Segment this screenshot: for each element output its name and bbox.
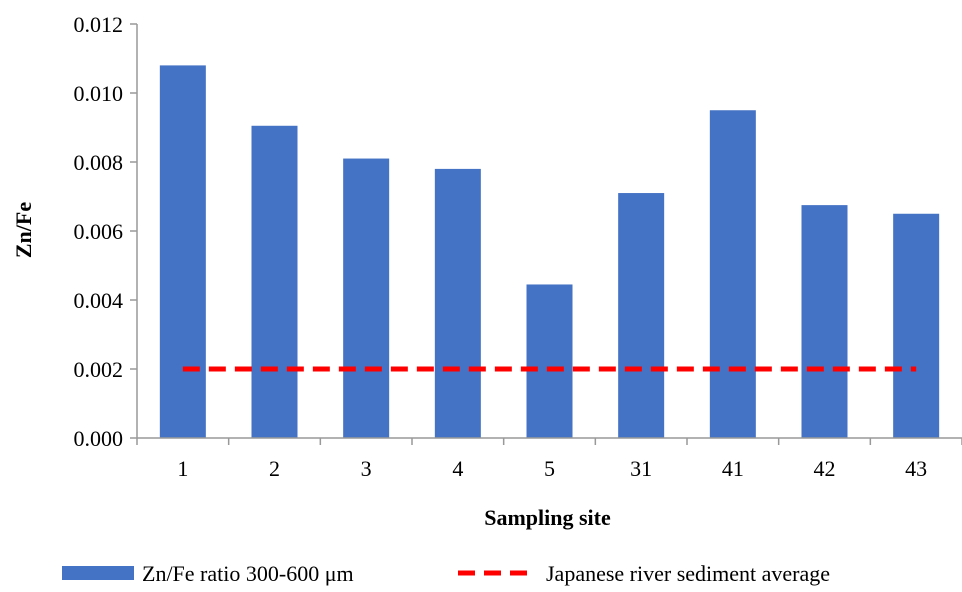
y-tick-label: 0.008	[74, 150, 124, 175]
legend: Zn/Fe ratio 300-600 μm Japanese river se…	[62, 561, 830, 586]
y-tick-label: 0.012	[74, 12, 124, 37]
bar	[251, 125, 298, 439]
bar	[159, 65, 206, 439]
x-tick-label: 1	[177, 456, 188, 481]
legend-bar-label: Zn/Fe ratio 300-600 μm	[142, 561, 354, 586]
y-tick-label: 0.006	[74, 219, 124, 244]
y-tick-label: 0.010	[74, 81, 124, 106]
y-axis-title: Zn/Fe	[11, 202, 36, 258]
y-tick-label: 0.000	[74, 426, 124, 451]
x-axis-title: Sampling site	[484, 505, 611, 530]
bar	[709, 110, 756, 438]
bar	[801, 205, 848, 438]
legend-bar-swatch	[62, 566, 134, 580]
x-tick-label: 42	[814, 456, 836, 481]
x-tick-label: 3	[361, 456, 372, 481]
bar	[893, 213, 940, 438]
bar	[434, 168, 481, 438]
bar	[618, 193, 665, 438]
y-tick-label: 0.004	[74, 288, 124, 313]
x-tick-label: 43	[905, 456, 927, 481]
bar	[343, 158, 390, 439]
x-tick-label: 41	[722, 456, 744, 481]
x-tick-label: 2	[269, 456, 280, 481]
y-tick-label: 0.002	[74, 357, 124, 382]
bar	[526, 284, 573, 438]
legend-line-label: Japanese river sediment average	[546, 561, 830, 586]
x-tick-label: 4	[452, 456, 463, 481]
x-tick-label: 31	[630, 456, 652, 481]
x-tick-label: 5	[544, 456, 555, 481]
